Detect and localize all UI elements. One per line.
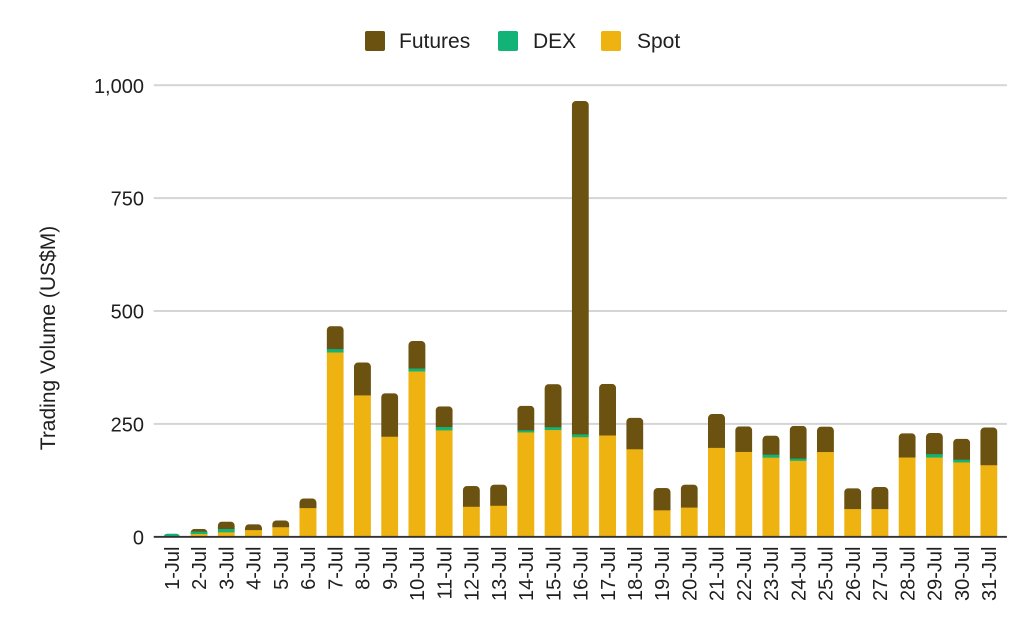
svg-text:22-Jul: 22-Jul (734, 547, 756, 601)
svg-text:14-Jul: 14-Jul (516, 547, 538, 601)
svg-text:2-Jul: 2-Jul (189, 547, 211, 590)
svg-text:12-Jul: 12-Jul (462, 547, 484, 601)
svg-text:5-Jul: 5-Jul (271, 547, 293, 590)
svg-text:750: 750 (111, 189, 144, 211)
svg-text:10-Jul: 10-Jul (407, 547, 429, 601)
svg-text:1-Jul: 1-Jul (162, 547, 184, 590)
svg-text:17-Jul: 17-Jul (598, 547, 620, 601)
svg-text:7-Jul: 7-Jul (325, 547, 347, 590)
svg-text:20-Jul: 20-Jul (679, 547, 701, 601)
svg-text:Trading Volume (US$M): Trading Volume (US$M) (37, 226, 60, 450)
svg-text:19-Jul: 19-Jul (652, 547, 674, 601)
svg-text:3-Jul: 3-Jul (216, 547, 238, 590)
svg-text:30-Jul: 30-Jul (952, 547, 974, 601)
svg-text:28-Jul: 28-Jul (897, 547, 919, 601)
svg-text:18-Jul: 18-Jul (625, 547, 647, 601)
svg-text:25-Jul: 25-Jul (816, 547, 838, 601)
svg-text:27-Jul: 27-Jul (870, 547, 892, 601)
svg-text:1,000: 1,000 (94, 76, 144, 98)
svg-text:250: 250 (111, 415, 144, 437)
svg-text:8-Jul: 8-Jul (353, 547, 375, 590)
svg-text:23-Jul: 23-Jul (761, 547, 783, 601)
svg-text:29-Jul: 29-Jul (925, 547, 947, 601)
svg-text:0: 0 (133, 527, 144, 549)
svg-text:11-Jul: 11-Jul (434, 547, 456, 600)
svg-text:9-Jul: 9-Jul (380, 547, 402, 590)
svg-text:DEX: DEX (533, 30, 576, 53)
svg-text:13-Jul: 13-Jul (489, 547, 511, 601)
svg-text:24-Jul: 24-Jul (788, 547, 810, 601)
svg-text:26-Jul: 26-Jul (843, 547, 865, 601)
svg-text:500: 500 (111, 302, 144, 324)
svg-text:Futures: Futures (399, 30, 470, 53)
svg-text:6-Jul: 6-Jul (298, 547, 320, 590)
svg-text:4-Jul: 4-Jul (244, 547, 266, 590)
svg-text:21-Jul: 21-Jul (707, 547, 729, 601)
svg-text:Spot: Spot (637, 30, 680, 53)
svg-text:15-Jul: 15-Jul (543, 547, 565, 601)
svg-text:31-Jul: 31-Jul (979, 547, 1001, 601)
svg-text:16-Jul: 16-Jul (571, 547, 593, 601)
